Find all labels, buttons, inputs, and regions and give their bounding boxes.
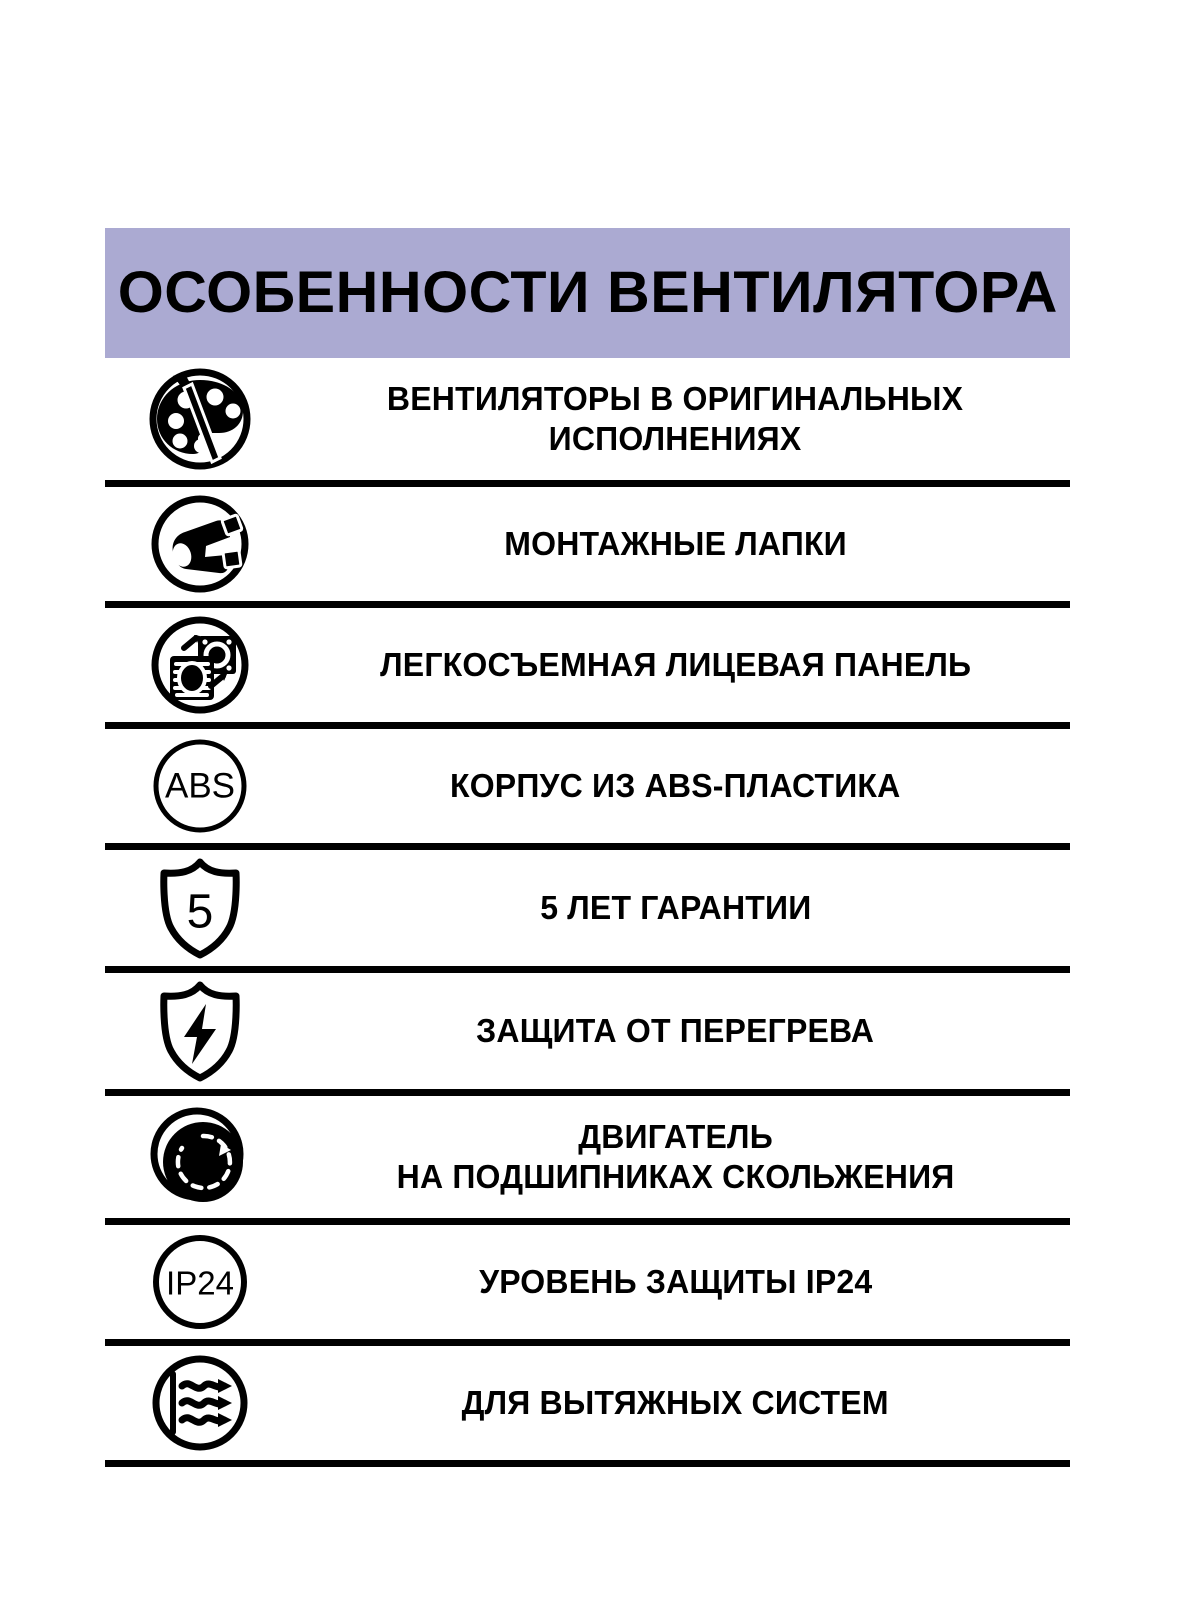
feature-label-cell: МОНТАЖНЫЕ ЛАПКИ — [295, 518, 1070, 570]
feature-label: ДЛЯ ВЫТЯЖНЫХ СИСТЕМ — [461, 1383, 890, 1421]
feature-label-cell: УРОВЕНЬ ЗАЩИТЫ IP24 — [295, 1256, 1070, 1308]
sleeve-bearing-motor-icon — [105, 1098, 295, 1216]
feature-label-cell: 5 ЛЕТ ГАРАНТИИ — [295, 882, 1070, 934]
feature-row-sleeve-bearings: ДВИГАТЕЛЬ НА ПОДШИПНИКАХ СКОЛЬЖЕНИЯ — [105, 1096, 1070, 1218]
feature-row-ip-rating: IP24 УРОВЕНЬ ЗАЩИТЫ IP24 — [105, 1225, 1070, 1339]
abs-icon-text: ABS — [165, 767, 235, 806]
row-divider — [105, 601, 1070, 608]
row-divider — [105, 480, 1070, 487]
shield-bolt-overheat-icon — [105, 973, 295, 1089]
feature-label-cell: ЗАЩИТА ОТ ПЕРЕГРЕВА — [295, 1005, 1070, 1057]
shield-5-years-icon: 5 — [105, 850, 295, 966]
feature-row-removable-panel: ЛЕГКОСЪЕМНАЯ ЛИЦЕВАЯ ПАНЕЛЬ — [105, 608, 1070, 722]
feature-label-cell: ВЕНТИЛЯТОРЫ В ОРИГИНАЛЬНЫХ ИСПОЛНЕНИЯХ — [295, 373, 1070, 466]
feature-label: ДВИГАТЕЛЬ НА ПОДШИПНИКАХ СКОЛЬЖЕНИЯ — [396, 1117, 955, 1195]
features-panel: ОСОБЕННОСТИ ВЕНТИЛЯТОРА — [105, 228, 1070, 1467]
feature-row-warranty: 5 5 ЛЕТ ГАРАНТИИ — [105, 850, 1070, 966]
feature-row-exhaust-systems: ДЛЯ ВЫТЯЖНЫХ СИСТЕМ — [105, 1346, 1070, 1460]
feature-label: УРОВЕНЬ ЗАЩИТЫ IP24 — [478, 1262, 873, 1300]
row-divider — [105, 1089, 1070, 1096]
ip-rating-text: IP24 — [166, 1265, 234, 1302]
feature-list: ВЕНТИЛЯТОРЫ В ОРИГИНАЛЬНЫХ ИСПОЛНЕНИЯХ — [105, 358, 1070, 1467]
warranty-years-text: 5 — [187, 886, 214, 939]
feature-label-cell: ЛЕГКОСЪЕМНАЯ ЛИЦЕВАЯ ПАНЕЛЬ — [295, 639, 1070, 691]
row-divider — [105, 843, 1070, 850]
header-band: ОСОБЕННОСТИ ВЕНТИЛЯТОРА — [105, 228, 1070, 358]
feature-label: ЗАЩИТА ОТ ПЕРЕГРЕВА — [476, 1011, 875, 1049]
paint-palette-icon — [105, 360, 295, 478]
feature-row-original-designs: ВЕНТИЛЯТОРЫ В ОРИГИНАЛЬНЫХ ИСПОЛНЕНИЯХ — [105, 358, 1070, 480]
mounting-bracket-icon — [105, 487, 295, 601]
feature-label: ВЕНТИЛЯТОРЫ В ОРИГИНАЛЬНЫХ ИСПОЛНЕНИЯХ — [387, 379, 964, 457]
feature-label-cell: ДВИГАТЕЛЬ НА ПОДШИПНИКАХ СКОЛЬЖЕНИЯ — [295, 1111, 1070, 1204]
row-divider — [105, 966, 1070, 973]
ip24-protection-icon: IP24 — [105, 1225, 295, 1339]
feature-label: ЛЕГКОСЪЕМНАЯ ЛИЦЕВАЯ ПАНЕЛЬ — [379, 645, 972, 683]
row-divider — [105, 1460, 1070, 1467]
row-divider — [105, 1218, 1070, 1225]
row-divider — [105, 722, 1070, 729]
feature-row-mounting-feet: МОНТАЖНЫЕ ЛАПКИ — [105, 487, 1070, 601]
row-divider — [105, 1339, 1070, 1346]
exhaust-airflow-icon — [105, 1346, 295, 1460]
removable-front-panel-icon — [105, 608, 295, 722]
feature-label: МОНТАЖНЫЕ ЛАПКИ — [504, 524, 847, 562]
feature-row-abs-housing: ABS КОРПУС ИЗ ABS-ПЛАСТИКА — [105, 729, 1070, 843]
page-title: ОСОБЕННОСТИ ВЕНТИЛЯТОРА — [117, 260, 1058, 325]
feature-label-cell: ДЛЯ ВЫТЯЖНЫХ СИСТЕМ — [295, 1377, 1070, 1429]
feature-row-overheat-protection: ЗАЩИТА ОТ ПЕРЕГРЕВА — [105, 973, 1070, 1089]
feature-label: КОРПУС ИЗ ABS-ПЛАСТИКА — [450, 766, 901, 804]
feature-label: 5 ЛЕТ ГАРАНТИИ — [539, 888, 812, 926]
feature-label-cell: КОРПУС ИЗ ABS-ПЛАСТИКА — [295, 760, 1070, 812]
abs-material-icon: ABS — [105, 729, 295, 843]
